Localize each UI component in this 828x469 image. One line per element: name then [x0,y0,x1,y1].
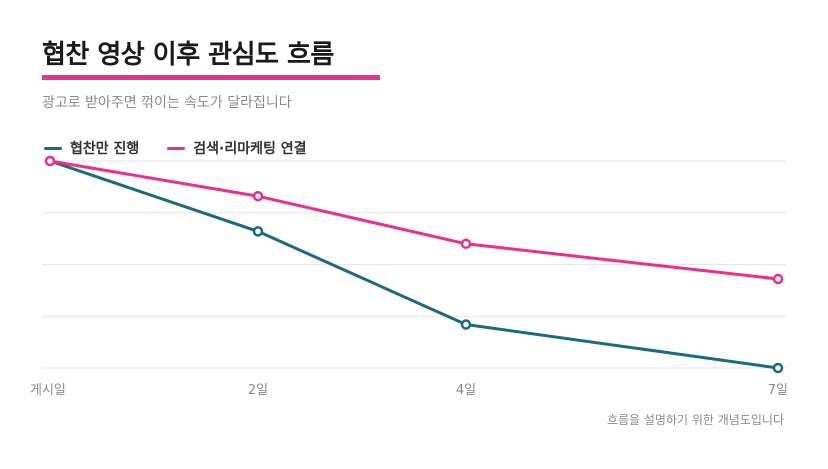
series-sponsored-point [460,319,472,330]
x-tick-label: 게시일 [30,383,66,398]
legend-item-sponsored: 협찬만 진행 [44,138,139,158]
x-tick-label: 7일 [768,383,788,398]
legend-item-retargeting: 검색·리마케팅 연결 [167,138,307,158]
chart-footnote: 흐름을 설명하기 위한 개념도입니다 [606,413,784,427]
series-retargeting-point [252,190,264,202]
series-sponsored-line [48,159,780,370]
series-sponsored-point [772,362,784,374]
series-retargeting-point [460,238,472,250]
legend-label-retargeting: 검색·리마케팅 연결 [193,141,307,157]
chart-legend: 협찬만 진행 검색·리마케팅 연결 [44,138,307,158]
legend-swatch-retargeting [167,146,186,150]
title-underline [42,75,380,80]
series-retargeting-point [772,273,784,285]
x-tick-label: 4일 [456,383,476,398]
legend-label-sponsored: 협찬만 진행 [70,141,140,157]
x-tick-label: 2일 [248,383,268,398]
chart-subtitle: 광고로 받아주면 꺾이는 속도가 달라집니다 [42,95,292,111]
series-retargeting-point [44,155,56,167]
chart-title: 협찬 영상 이후 관심도 흐름 [42,40,334,70]
series-retargeting-line [48,159,780,281]
series-sponsored-point [252,226,264,237]
legend-swatch-sponsored [44,146,62,150]
